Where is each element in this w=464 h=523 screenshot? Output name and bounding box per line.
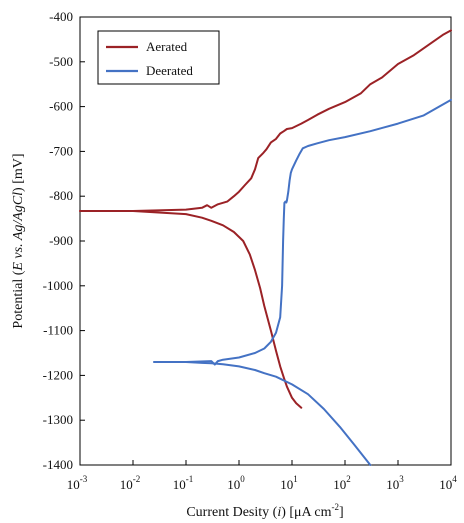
x-tick-label: 10-2 bbox=[120, 474, 141, 492]
y-tick-label: -400 bbox=[49, 9, 73, 24]
x-tick-label: 10-3 bbox=[67, 474, 88, 492]
y-tick-label: -700 bbox=[49, 143, 73, 158]
y-tick-label: -900 bbox=[49, 233, 73, 248]
y-tick-label: -500 bbox=[49, 54, 73, 69]
x-axis: 10-3 10-2 10-1 100 101 102 103 104 bbox=[67, 460, 457, 492]
series-layer bbox=[79, 29, 452, 466]
legend-label-deerated: Deerated bbox=[146, 63, 193, 78]
x-tick-label: 104 bbox=[439, 474, 457, 492]
x-tick-label: 101 bbox=[280, 474, 298, 492]
y-tick-label: -800 bbox=[49, 188, 73, 203]
y-tick-label: -1400 bbox=[43, 457, 73, 472]
x-tick-label: 10-1 bbox=[173, 474, 194, 492]
legend-box bbox=[97, 30, 220, 85]
plot-frame bbox=[79, 16, 452, 466]
series-aerated bbox=[79, 29, 452, 409]
series-aerated-branch-cathodic bbox=[79, 210, 303, 409]
series-deerated bbox=[153, 98, 452, 466]
series-deerated-branch-anodic bbox=[153, 98, 452, 366]
y-tick-label: -1000 bbox=[43, 278, 73, 293]
x-axis-title: Current Desity (i) [μA cm-2] bbox=[186, 502, 343, 520]
x-tick-label: 103 bbox=[386, 474, 404, 492]
y-tick-label: -1100 bbox=[43, 323, 73, 338]
y-tick-label: -1200 bbox=[43, 367, 73, 382]
y-tick-label: -1300 bbox=[43, 412, 73, 427]
x-tick-label: 100 bbox=[227, 474, 245, 492]
legend: Aerated Deerated bbox=[97, 30, 220, 85]
x-tick-label: 102 bbox=[333, 474, 351, 492]
y-tick-label: -600 bbox=[49, 99, 73, 114]
y-axis-title: Potential (E vs. Ag/AgCl) [mV] bbox=[11, 153, 26, 328]
y-axis: -400 -500 -600 -700 -800 -900 -1000 -1100 -1200 -… bbox=[43, 9, 85, 472]
series-aerated-branch-anodic bbox=[79, 29, 452, 212]
legend-label-aerated: Aerated bbox=[146, 39, 188, 54]
plot-area-border bbox=[79, 16, 452, 466]
